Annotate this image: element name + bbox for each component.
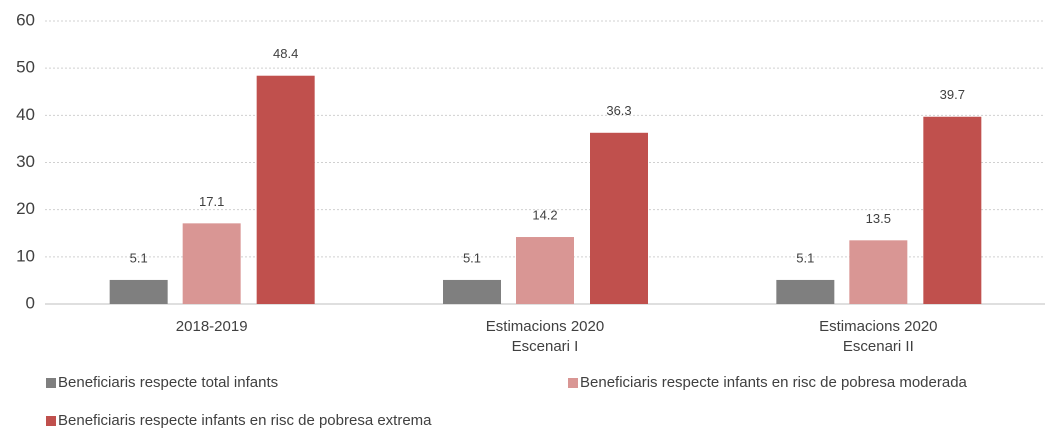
- y-tick-label: 20: [16, 199, 35, 218]
- data-label: 5.1: [130, 250, 148, 265]
- bar: [256, 75, 315, 304]
- y-tick-label: 30: [16, 152, 35, 171]
- x-tick-label: Estimacions 2020: [819, 318, 937, 335]
- x-tick-label: Escenari II: [843, 338, 914, 355]
- data-label: 13.5: [866, 211, 891, 226]
- bar: [776, 279, 835, 304]
- legend-label: Beneficiaris respecte total infants: [58, 374, 278, 391]
- legend-label: Beneficiaris respecte infants en risc de…: [580, 374, 968, 391]
- bar: [590, 132, 648, 304]
- y-tick-label: 60: [16, 10, 35, 29]
- bar: [182, 223, 241, 304]
- data-label: 36.3: [606, 103, 631, 118]
- legend-swatch: [568, 378, 578, 388]
- data-label: 5.1: [463, 250, 481, 265]
- data-label: 14.2: [532, 207, 557, 222]
- data-label: 39.7: [940, 87, 965, 102]
- x-tick-label: 2018-2019: [176, 318, 248, 335]
- bar: [109, 279, 168, 304]
- bar: [923, 116, 982, 304]
- data-label: 48.4: [273, 46, 298, 61]
- data-label: 17.1: [199, 194, 224, 209]
- bar: [516, 237, 574, 304]
- y-tick-label: 50: [16, 58, 35, 77]
- bar: [443, 279, 501, 304]
- bar: [849, 240, 908, 304]
- y-tick-label: 10: [16, 246, 35, 265]
- legend-label: Beneficiaris respecte infants en risc de…: [58, 412, 432, 429]
- legend-swatch: [46, 378, 56, 388]
- y-tick-label: 0: [26, 293, 35, 312]
- y-tick-label: 40: [16, 105, 35, 124]
- data-label: 5.1: [796, 250, 814, 265]
- x-tick-label: Estimacions 2020: [486, 318, 604, 335]
- legend-swatch: [46, 416, 56, 426]
- x-tick-label: Escenari I: [512, 338, 579, 355]
